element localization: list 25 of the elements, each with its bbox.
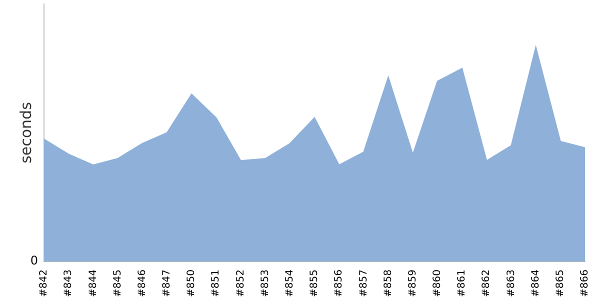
x-tick-label: #856 <box>334 270 345 298</box>
x-tick-label: #852 <box>235 270 246 298</box>
x-tick-label: #847 <box>162 270 173 298</box>
x-tick-label: #855 <box>309 270 320 298</box>
x-tick-label: #842 <box>38 270 50 298</box>
text: 0 <box>30 254 38 268</box>
x-tick-label: #850 <box>186 270 198 298</box>
x-tick-label: #865 <box>555 270 566 298</box>
x-tick-label: #860 <box>432 270 444 298</box>
x-tick-label: #846 <box>136 270 148 298</box>
x-tick-label: #858 <box>382 270 394 298</box>
x-tick-label: #854 <box>284 270 296 298</box>
x-tick-label: #844 <box>88 270 99 298</box>
x-tick-label: #859 <box>407 270 418 298</box>
x-tick-label: #866 <box>580 270 591 298</box>
x-tick-label: #857 <box>358 270 370 298</box>
y-axis-title: seconds <box>16 102 35 164</box>
x-tick-label: #861 <box>456 270 468 298</box>
x-tick-label: #845 <box>112 270 124 298</box>
x-tick-label: #863 <box>506 270 517 298</box>
x-tick-label: #864 <box>530 270 542 298</box>
x-tick-label: #851 <box>210 270 222 298</box>
x-tick-label: #862 <box>481 270 492 298</box>
x-tick-label: #853 <box>260 270 271 298</box>
x-tick-label: #843 <box>63 270 74 298</box>
